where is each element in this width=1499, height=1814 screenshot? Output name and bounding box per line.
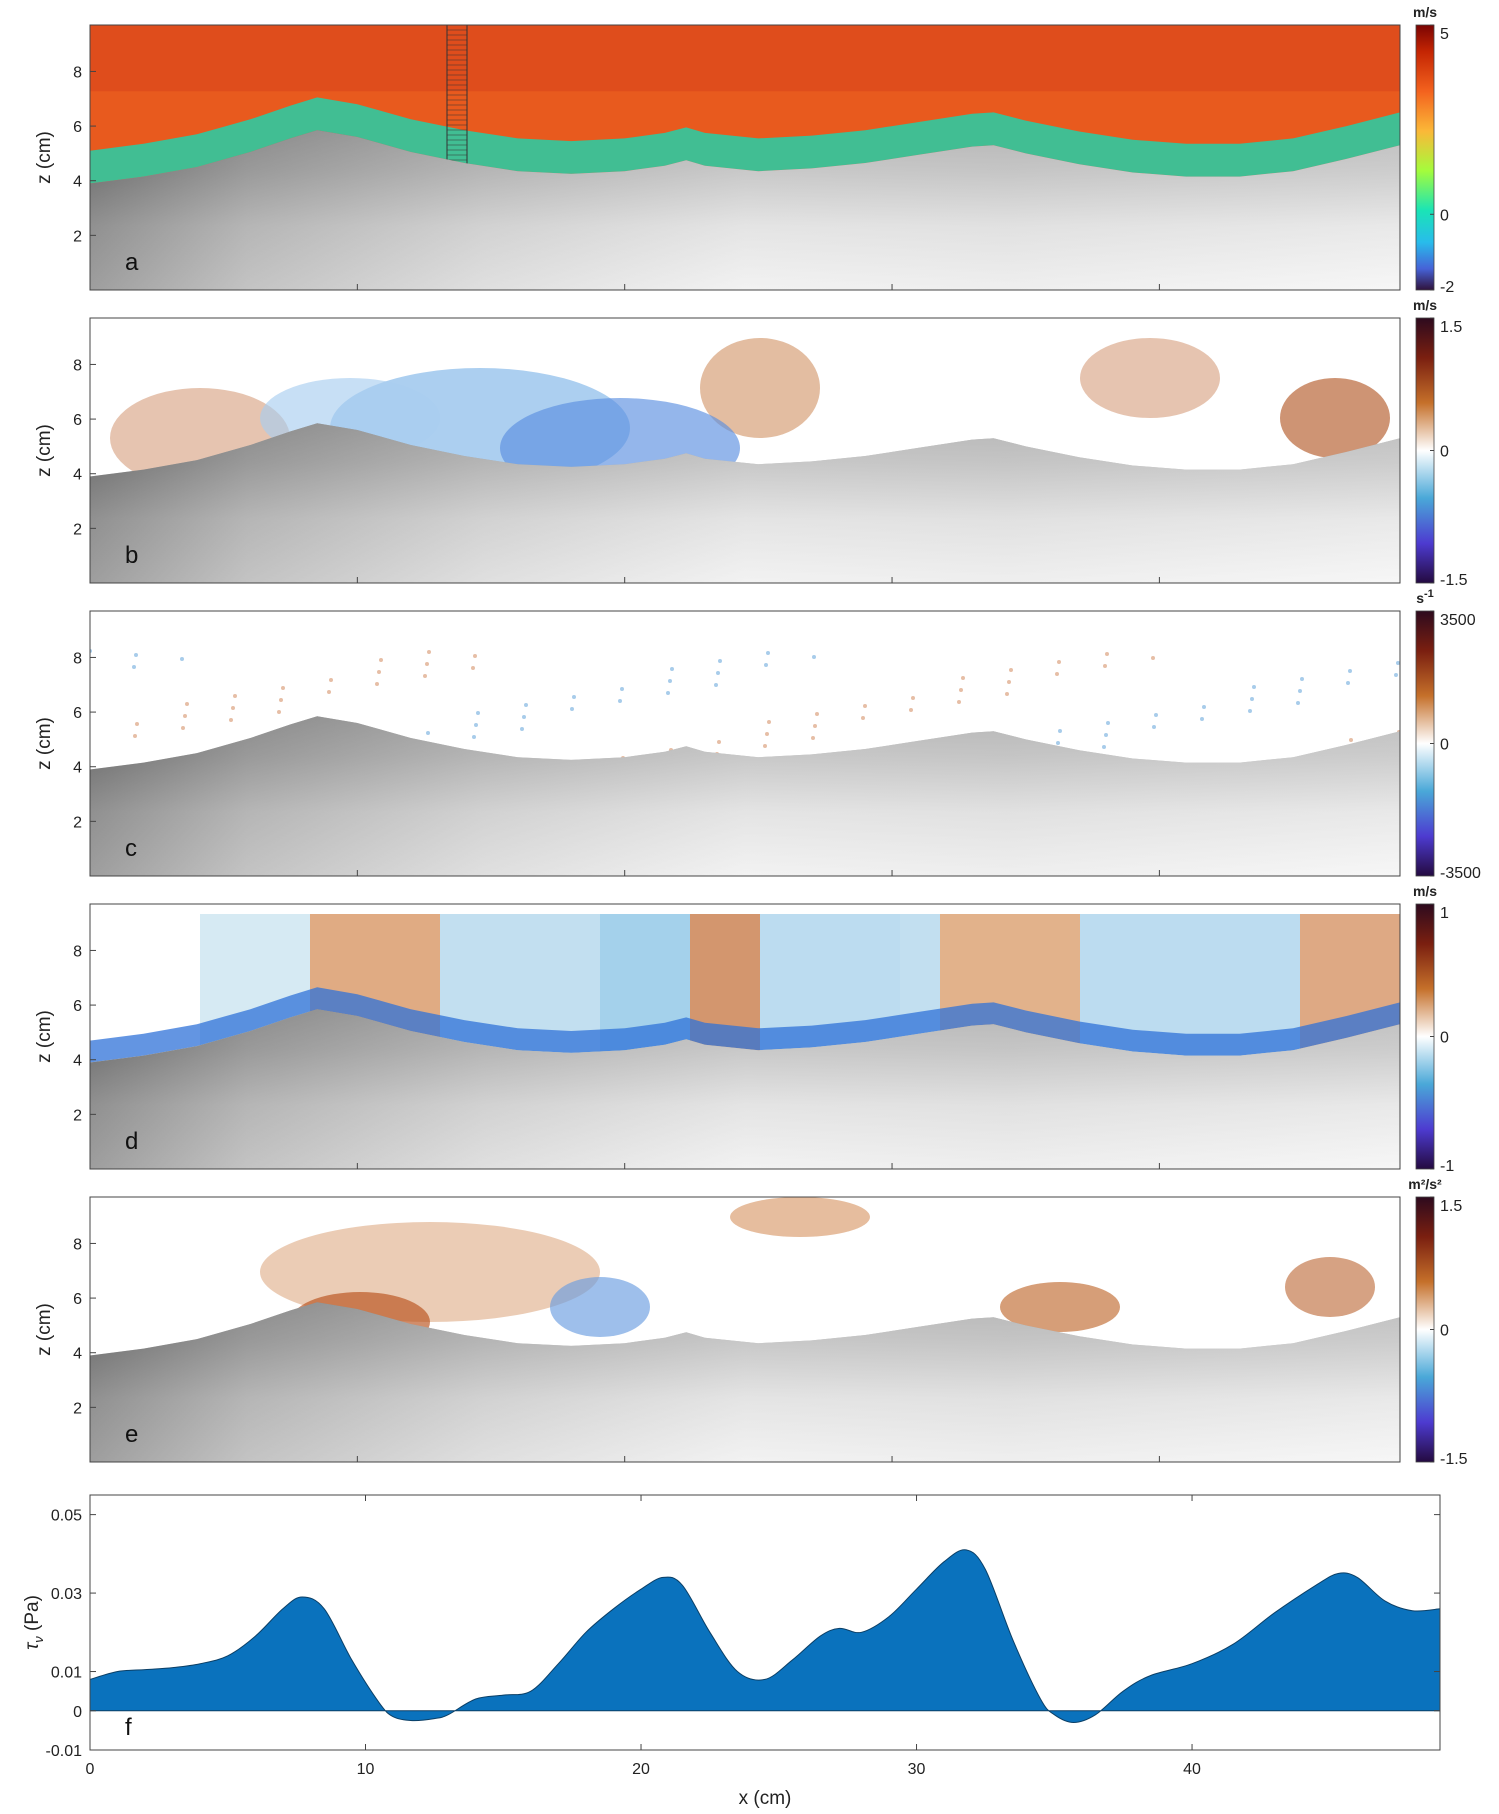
ytick-label-b: 6 [73,412,82,429]
colorbar-tick-b: 1.5 [1440,319,1462,336]
colorbar-unit-a: m/s [1413,4,1437,20]
y-axis-label-d: z (cm) [34,1010,55,1063]
colorbar-tick-c: 3500 [1440,612,1476,629]
ytick-label-d: 6 [73,998,82,1015]
near-bed-layer [90,987,1400,1063]
ytick-label-a: 4 [73,174,82,191]
xtick-label-f: 30 [908,1761,926,1778]
ytick-label-d: 2 [73,1107,82,1124]
ytick-label-b: 4 [73,467,82,484]
colorbar-tick-d: -1 [1440,1158,1454,1175]
ytick-label-c: 2 [73,814,82,831]
ytick-label-a: 2 [73,228,82,245]
colorbar-unit-e: m²/s² [1408,1176,1442,1192]
panel-letter-e: e [125,1421,138,1448]
ytick-label-c: 8 [73,650,82,667]
colorbar-tick-d: 1 [1440,905,1449,922]
ytick-label-d: 4 [73,1053,82,1070]
colorbar-unit-c: s-1 [1416,588,1434,606]
xtick-label-f: 20 [632,1761,650,1778]
panel-letter-c: c [125,835,137,862]
y-axis-label-e: z (cm) [34,1303,55,1356]
y-axis-label-b: z (cm) [34,424,55,477]
xtick-label-f: 10 [357,1761,375,1778]
panel-letter-b: b [125,542,138,569]
colorbar-tick-b: 0 [1440,444,1449,461]
panel-a: 8 6 4 2 z (cm) a m/s5 0 -2 [34,4,1454,296]
tau-area [89,1549,1441,1724]
colorbar-tick-c: 0 [1440,737,1449,754]
panel-frame-c [89,610,1401,877]
colorbar-a [1415,24,1435,291]
panel-f-tau-chart: 0.050.030.010-0.010 10 20 30 40x (cm)τν (Pa)… [22,1494,1441,1809]
colorbar-unit-d: m/s [1413,883,1437,899]
panel-frame-f [89,1494,1441,1751]
ytick-label-e: 2 [73,1400,82,1417]
ytick-label-a: 8 [73,64,82,81]
ytick-label-d: 8 [73,943,82,960]
colorbar-tick-a: 5 [1440,26,1449,43]
y-axis-label-f: τν (Pa) [22,1595,46,1650]
colorbar-unit-b: m/s [1413,297,1437,313]
colorbar-tick-b: -1.5 [1440,572,1468,589]
near-bed-slow-layer [90,97,1400,184]
ytick-label-f: -0.01 [46,1743,83,1760]
ytick-label-f: 0.01 [51,1665,82,1682]
colorbar-tick-c: -3500 [1440,865,1481,882]
panel-frame-e [89,1196,1401,1463]
colorbar-tick-e: 0 [1440,1323,1449,1340]
ytick-label-f: 0.05 [51,1508,82,1525]
y-axis-label-a: z (cm) [34,131,55,184]
ytick-label-c: 4 [73,760,82,777]
ytick-label-c: 6 [73,705,82,722]
panel-b: 8 6 4 2 z (cm) b m/s1.5 0 -1.5 [34,297,1468,589]
ytick-label-b: 2 [73,521,82,538]
ytick-label-f: 0.03 [51,1586,82,1603]
panel-frame-b [89,317,1401,584]
panel-letter-f: f [125,1714,132,1741]
ytick-label-e: 4 [73,1346,82,1363]
xtick-label-f: 40 [1183,1761,1201,1778]
panel-c: 8 6 4 2 z (cm) c s-1 3500 0 -3500 [34,588,1481,882]
xtick-label-f: 0 [86,1761,95,1778]
panel-letter-d: d [125,1128,138,1155]
x-axis-label: x (cm) [739,1788,792,1809]
ytick-label-a: 6 [73,119,82,136]
ytick-label-e: 6 [73,1291,82,1308]
colorbar-tick-d: 0 [1440,1030,1449,1047]
ytick-label-f: 0 [73,1704,82,1721]
colorbar-tick-a: -2 [1440,279,1454,296]
panel-e: 8 6 4 2 z (cm) e m²/s² 1.5 0 -1.5 [34,1176,1468,1468]
panel-frame-d [89,903,1401,1170]
panel-frame-a [89,24,1401,291]
y-axis-label-c: z (cm) [34,717,55,770]
ytick-label-b: 8 [73,357,82,374]
colorbar-tick-a: 0 [1440,207,1449,224]
ytick-label-e: 8 [73,1236,82,1253]
panel-d: 8 6 4 2 z (cm) d m/s1 0 -1 [34,883,1454,1175]
colorbar-tick-e: 1.5 [1440,1198,1462,1215]
colorbar-tick-e: -1.5 [1440,1451,1468,1468]
panel-letter-a: a [125,249,139,276]
